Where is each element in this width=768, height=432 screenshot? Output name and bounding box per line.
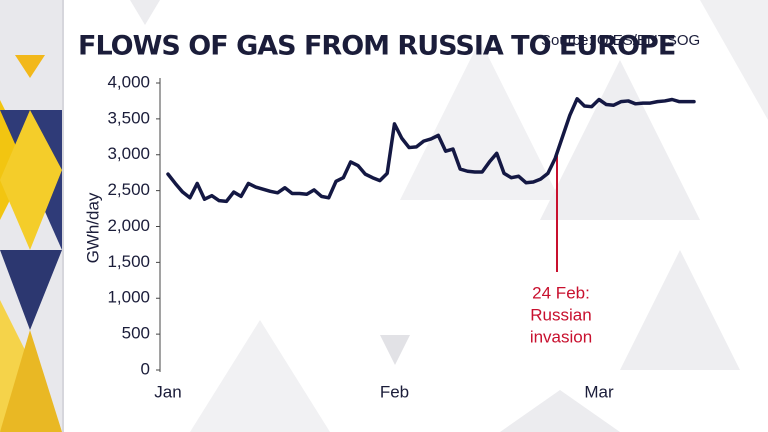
y-tick-label: 1,000 <box>107 288 150 307</box>
y-axis-label: GWh/day <box>83 192 102 263</box>
y-tick-label: 2,000 <box>107 216 150 235</box>
annotation: 24 Feb: <box>532 283 590 302</box>
y-tick-label: 1,500 <box>107 252 150 271</box>
source: Source: OIES/ENTSOG <box>541 32 700 49</box>
y-tick-label: 3,500 <box>107 108 150 127</box>
chart-title: FLOWS OF GAS FROM RUSSIA TO EUROPE <box>78 31 675 62</box>
annotation: invasion <box>530 327 592 346</box>
y-tick-label: 0 <box>141 359 150 378</box>
annotation: Russian <box>530 305 591 324</box>
x-tick-label: Jan <box>154 382 181 401</box>
data-line <box>166 97 696 204</box>
x-tick-label: Mar <box>584 382 614 401</box>
y-tick-label: 4,000 <box>107 72 150 91</box>
y-tick-label: 500 <box>122 324 150 343</box>
x-tick-label: Feb <box>380 382 409 401</box>
y-tick-label: 3,000 <box>107 144 150 163</box>
y-tick-label: 2,500 <box>107 180 150 199</box>
